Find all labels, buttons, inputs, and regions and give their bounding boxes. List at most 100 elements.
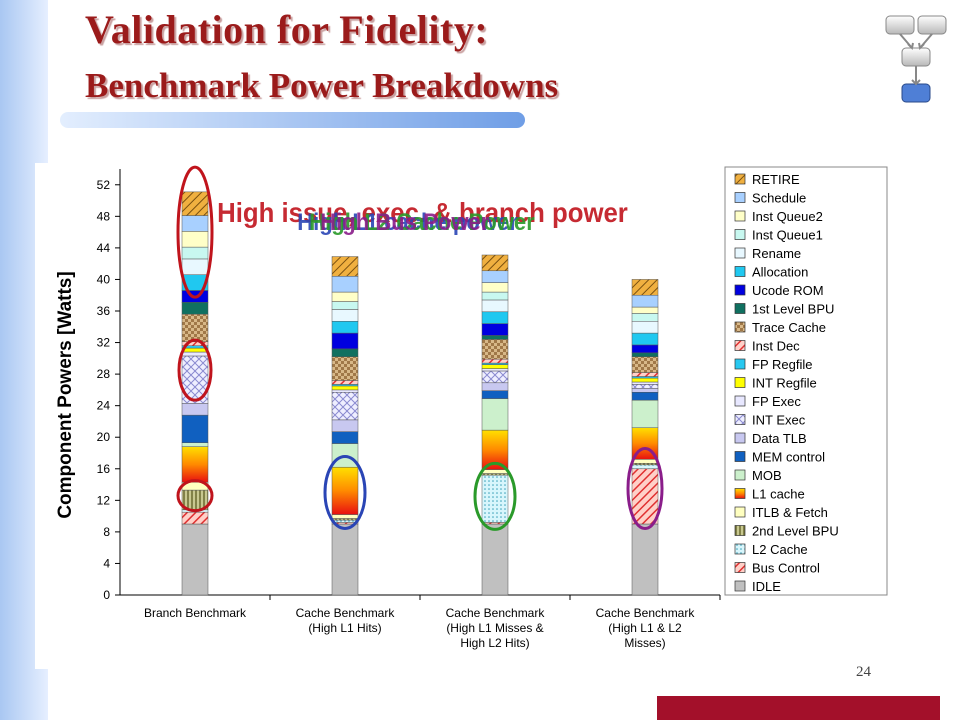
y-tick-label: 44 <box>97 241 111 255</box>
legend-label: FP Regfile <box>752 357 812 372</box>
bar-segment-mem-control <box>181 414 209 443</box>
x-tick-label: Branch Benchmark <box>144 606 247 620</box>
bar-segment-itlb-fetch <box>631 459 659 464</box>
y-tick-label: 36 <box>97 304 111 318</box>
y-tick-label: 48 <box>97 209 111 223</box>
bar-segment-allocation <box>631 332 659 346</box>
legend-swatch <box>734 543 746 555</box>
bar-segment-int-regfile <box>631 377 659 383</box>
legend-label: INT Regfile <box>752 376 817 391</box>
bar-segment-idle <box>481 523 509 596</box>
bar-segment-data-tlb <box>181 403 209 416</box>
bar-segment-rename <box>181 258 209 275</box>
legend-label: Inst Queue1 <box>752 228 823 243</box>
legend-swatch <box>734 377 746 388</box>
legend-swatch <box>734 488 746 499</box>
y-tick-label: 32 <box>97 336 111 350</box>
y-tick-label: 28 <box>97 367 111 381</box>
bar-segment-inst-dec <box>331 380 359 385</box>
bar-segment-retire <box>331 256 359 277</box>
highlight-ellipse <box>176 479 214 513</box>
legend-swatch <box>734 340 746 351</box>
bar-segment-mem-control <box>631 392 659 401</box>
x-tick-label-line: Branch Benchmark <box>144 606 247 620</box>
legend-label: L2 Cache <box>752 542 808 557</box>
bar-segment-int-exec <box>481 370 509 384</box>
y-tick-label: 24 <box>97 399 111 413</box>
highlight-ellipse <box>473 461 517 531</box>
y-tick-label: 8 <box>103 525 110 539</box>
x-tick-label: Cache Benchmark (High L1 Misses & High L2 … <box>446 606 546 650</box>
bar-segment-rename <box>631 321 659 334</box>
x-tick-label: Cache Benchmark (High L1 Hits) <box>296 606 396 635</box>
legend-swatch <box>734 266 746 277</box>
x-tick-label-line: Cache Benchmark <box>446 606 546 620</box>
y-tick-label: 16 <box>97 462 111 476</box>
bar-segment-data-tlb <box>631 388 659 393</box>
legend-label: Rename <box>752 246 801 261</box>
bar-segment-1st-level-bpu <box>331 348 359 358</box>
flowchart-icon <box>885 15 947 103</box>
bar-segment-allocation <box>481 311 509 324</box>
legend-swatch <box>734 451 746 462</box>
legend-swatch <box>734 303 746 314</box>
x-tick-label: Cache Benchmark (High L1 & L2 Misses) <box>596 606 696 650</box>
legend-swatch <box>734 229 746 240</box>
bar-segment-trace-cache <box>181 313 209 343</box>
bar-segment-bus-control <box>181 511 209 525</box>
x-tick-label-line: Misses) <box>624 636 665 650</box>
legend-label: L1 cache <box>752 487 805 502</box>
bar-segment-data-tlb <box>331 419 359 432</box>
bar-segment-retire <box>631 279 659 296</box>
bar-segment-fp-exec <box>331 389 359 393</box>
legend-swatch <box>734 432 746 444</box>
bar-segment-fp-exec <box>631 381 659 385</box>
legend-label: Inst Dec <box>752 339 800 354</box>
slide-subtitle: Benchmark Power Breakdowns <box>85 66 559 105</box>
bar-segment-1st-level-bpu <box>631 352 659 358</box>
bar-segment-int-exec <box>331 392 359 421</box>
bar-segment-itlb-fetch <box>331 514 359 519</box>
legend-swatch <box>734 580 746 592</box>
legend-label: Allocation <box>752 265 808 280</box>
page-number: 24 <box>856 664 871 680</box>
bar-segment-inst-queue1 <box>481 291 509 301</box>
bar-segment-ucode-rom <box>631 344 659 354</box>
bar-segment-mem-control <box>481 390 509 399</box>
bar-segment-ucode-rom <box>331 332 359 350</box>
y-axis-label: Component Powers [Watts] <box>55 271 76 518</box>
bar-segment-1st-level-bpu <box>181 302 209 315</box>
legend-label: IDLE <box>752 579 781 594</box>
bar-segment-mob <box>631 399 659 429</box>
legend-label: Inst Queue2 <box>752 209 823 224</box>
highlight-ellipse <box>176 165 214 299</box>
bar-segment-int-regfile <box>181 347 209 353</box>
bar-segment-bus-control <box>631 468 659 525</box>
legend-swatch <box>734 284 746 296</box>
title-underline-bar <box>60 112 525 128</box>
y-tick-label: 52 <box>97 178 111 192</box>
legend-label: Trace Cache <box>752 320 826 335</box>
y-tick-label: 12 <box>97 493 111 507</box>
highlight-ellipse <box>626 447 664 530</box>
bar-segment-inst-queue1 <box>631 313 659 322</box>
legend-swatch <box>734 525 746 536</box>
overlap-annotation-label: High L1 cache power <box>297 208 518 235</box>
x-tick-label-line: (High L1 & L2 <box>608 621 682 635</box>
bar-segment-allocation <box>331 321 359 334</box>
legend-label: ITLB & Fetch <box>752 505 828 520</box>
bar-segment-fp-exec <box>481 368 509 372</box>
bar-segment-rename <box>481 299 509 313</box>
legend-swatch <box>734 358 746 370</box>
x-tick-label-line: (High L1 Misses & <box>446 621 543 635</box>
legend-swatch <box>734 173 746 185</box>
overlap-annotation-label: High Bus Power <box>320 208 489 235</box>
legend-label: MOB <box>752 468 782 483</box>
bar-segment-int-exec <box>631 384 659 389</box>
legend-label: FP Exec <box>752 394 801 409</box>
legend-label: Schedule <box>752 191 806 206</box>
bar-segment-itlb-fetch <box>481 469 509 474</box>
legend-box <box>724 166 888 596</box>
bar-segment-idle <box>181 523 209 596</box>
